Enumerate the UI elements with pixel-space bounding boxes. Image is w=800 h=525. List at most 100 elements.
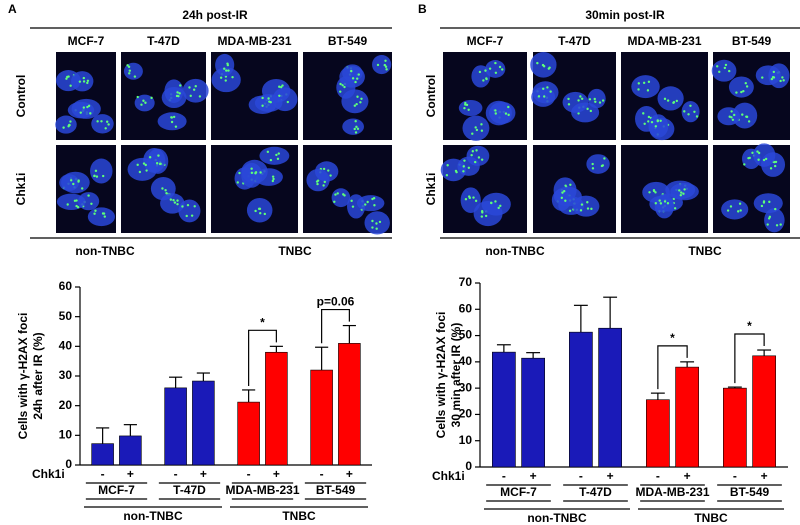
panel-title: 24h post-IR	[182, 8, 248, 22]
focus	[598, 101, 602, 104]
nucleus	[341, 89, 369, 114]
column-label: T-47D	[558, 34, 591, 48]
nucleus	[458, 99, 483, 116]
focus	[181, 205, 184, 208]
focus	[67, 75, 70, 78]
focus	[603, 157, 606, 160]
nucleus	[489, 101, 516, 124]
focus	[323, 180, 326, 184]
focus	[100, 120, 103, 123]
focus	[480, 129, 484, 132]
bar	[752, 355, 776, 468]
focus	[172, 198, 175, 202]
nucleus	[586, 154, 610, 174]
nucleus	[657, 86, 684, 111]
focus	[463, 159, 466, 162]
column-label: BT-549	[328, 34, 368, 48]
significance-label: *	[670, 331, 675, 345]
focus	[126, 64, 129, 67]
focus	[128, 72, 131, 75]
focus	[276, 157, 280, 161]
focus	[490, 201, 493, 205]
focus	[579, 209, 583, 212]
focus	[157, 154, 160, 157]
focus	[339, 82, 342, 86]
focus	[227, 69, 230, 72]
focus	[716, 65, 719, 68]
focus	[593, 97, 596, 101]
focus	[446, 164, 449, 167]
nucleus	[331, 188, 351, 208]
nucleus	[90, 158, 113, 184]
focus	[637, 88, 640, 91]
focus	[485, 77, 488, 80]
focus	[745, 85, 749, 88]
panel-label: A	[8, 2, 17, 16]
focus	[254, 172, 257, 175]
focus	[263, 212, 267, 216]
focus	[477, 156, 481, 159]
focus	[663, 97, 667, 101]
nucleus	[572, 195, 600, 217]
bar	[91, 443, 114, 466]
focus	[541, 63, 545, 67]
focus	[680, 191, 683, 194]
focus	[494, 61, 497, 65]
focus	[779, 79, 782, 83]
focus	[733, 113, 736, 117]
cell-line-label: MCF-7	[98, 483, 135, 497]
focus	[779, 223, 782, 226]
focus	[272, 177, 275, 181]
group-label: TNBC	[278, 244, 312, 258]
focus	[376, 63, 380, 67]
focus	[498, 65, 502, 69]
focus	[756, 150, 759, 153]
focus	[375, 222, 378, 225]
nucleus	[56, 193, 86, 210]
bar	[569, 331, 593, 468]
x-tick-label: +	[200, 467, 207, 481]
nucleus	[55, 115, 77, 134]
focus	[133, 75, 137, 78]
focus	[775, 224, 779, 227]
nucleus	[631, 75, 660, 99]
nucleus	[670, 182, 699, 201]
focus	[467, 166, 471, 170]
focus	[454, 169, 458, 173]
focus	[588, 98, 592, 101]
focus	[591, 167, 595, 170]
focus	[271, 175, 275, 178]
focus	[672, 101, 675, 104]
focus	[102, 212, 106, 215]
focus	[172, 115, 176, 119]
focus	[637, 82, 641, 85]
focus	[128, 69, 132, 72]
focus	[718, 70, 721, 74]
focus	[224, 79, 227, 82]
nucleus	[753, 143, 776, 167]
focus	[647, 80, 651, 84]
focus	[266, 150, 270, 154]
focus	[770, 77, 774, 81]
x-tick-label: -	[733, 469, 737, 483]
focus	[507, 105, 510, 109]
nucleus	[71, 71, 94, 92]
focus	[259, 212, 262, 215]
focus	[87, 104, 91, 108]
nucleus	[164, 79, 184, 104]
focus	[569, 183, 572, 186]
focus	[773, 160, 776, 164]
focus	[286, 100, 290, 104]
focus	[494, 109, 497, 112]
focus	[175, 94, 179, 98]
bar	[338, 343, 361, 466]
focus	[384, 65, 388, 68]
x-tick-label: -	[174, 467, 178, 481]
focus	[757, 158, 760, 161]
focus	[339, 90, 342, 93]
group-label: non-TNBC	[75, 244, 135, 258]
row-label: Chk1i	[14, 173, 28, 206]
focus	[179, 84, 182, 87]
focus	[484, 214, 488, 218]
focus	[695, 115, 699, 118]
